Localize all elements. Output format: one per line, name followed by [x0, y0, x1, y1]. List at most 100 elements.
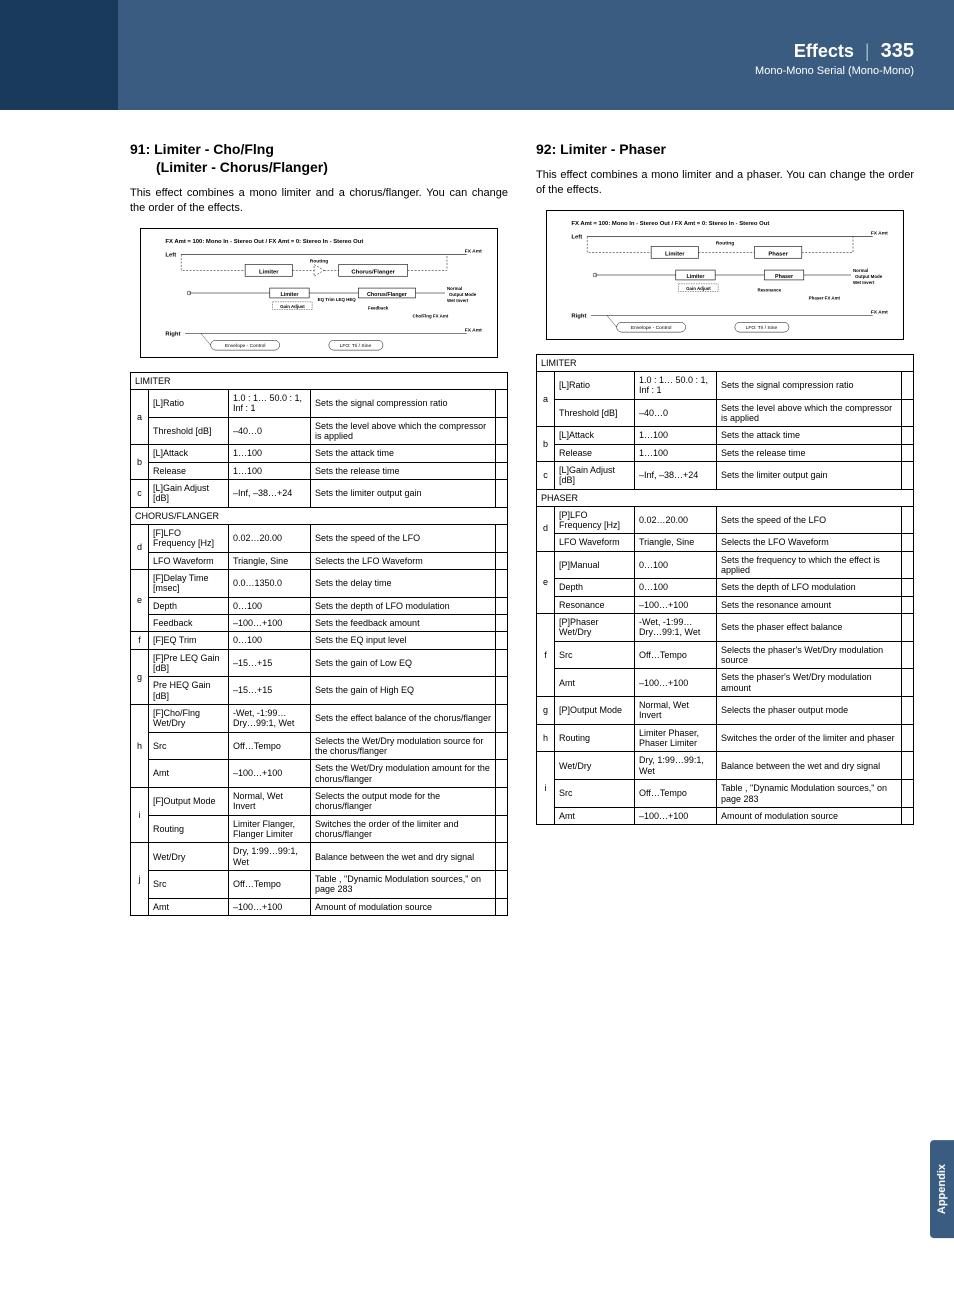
param-name: Amt	[555, 669, 635, 697]
param-name: Src	[149, 732, 229, 760]
param-range: –100…+100	[229, 760, 311, 788]
header-accent	[0, 0, 118, 110]
section-91-heading: 91: Limiter - Cho/Flng (Limiter - Chorus…	[130, 140, 508, 176]
param-name: Depth	[555, 579, 635, 596]
param-range: –100…+100	[229, 614, 311, 631]
heading-title: Limiter - Phaser	[560, 141, 666, 157]
param-extra	[902, 697, 914, 725]
param-desc: Sets the limiter output gain	[311, 480, 496, 508]
param-desc: Switches the order of the limiter and ch…	[311, 815, 496, 843]
param-desc: Sets the speed of the LFO	[311, 524, 496, 552]
param-range: –Inf, –38…+24	[635, 461, 717, 489]
param-desc: Sets the limiter output gain	[717, 461, 902, 489]
param-range: 1…100	[229, 445, 311, 462]
content-columns: 91: Limiter - Cho/Flng (Limiter - Chorus…	[0, 110, 954, 966]
param-desc: Sets the delay time	[311, 569, 496, 597]
param-desc: Sets the resonance amount	[717, 596, 902, 613]
param-name: [P]Manual	[555, 551, 635, 579]
param-range: –100…+100	[635, 807, 717, 824]
row-group-label: d	[537, 506, 555, 551]
param-extra	[902, 461, 914, 489]
param-name: [P]Output Mode	[555, 697, 635, 725]
param-name: Release	[149, 462, 229, 479]
svg-text:FX Amt: FX Amt	[871, 309, 888, 315]
param-desc: Balance between the wet and dry signal	[717, 752, 902, 780]
tables-91: LIMITERa[L]Ratio1.0 : 1… 50.0 : 1, Inf :…	[130, 372, 508, 916]
table-row: h[F]Cho/Flng Wet/Dry-Wet, -1:99…Dry…99:1…	[131, 704, 508, 732]
param-extra	[496, 462, 508, 479]
param-extra	[496, 760, 508, 788]
param-desc: Sets the depth of LFO modulation	[311, 597, 496, 614]
param-name: [F]EQ Trim	[149, 632, 229, 649]
param-desc: Sets the release time	[717, 444, 902, 461]
page-header: Effects | 335 Mono-Mono Serial (Mono-Mon…	[0, 0, 954, 110]
table-row: i[F]Output ModeNormal, Wet InvertSelects…	[131, 788, 508, 816]
param-desc: Sets the EQ input level	[311, 632, 496, 649]
heading-number: 92:	[536, 141, 556, 157]
param-name: Routing	[555, 724, 635, 752]
svg-text:Normal: Normal	[447, 286, 462, 291]
table-row: Feedback–100…+100Sets the feedback amoun…	[131, 614, 508, 631]
row-group-label: h	[131, 704, 149, 787]
table-row: LFO WaveformTriangle, SineSelects the LF…	[131, 552, 508, 569]
param-extra	[496, 732, 508, 760]
param-name: Amt	[149, 760, 229, 788]
table-row: SrcOff…TempoSelects the Wet/Dry modulati…	[131, 732, 508, 760]
param-extra	[902, 780, 914, 808]
header-right: Effects | 335 Mono-Mono Serial (Mono-Mon…	[755, 40, 914, 77]
svg-text:LFO: Tri / Sine: LFO: Tri / Sine	[340, 343, 372, 349]
row-group-label: e	[537, 551, 555, 613]
svg-text:FX Amt = 100: Mono In - Stereo: FX Amt = 100: Mono In - Stereo Out / FX …	[165, 239, 363, 245]
param-range: -Wet, -1:99…Dry…99:1, Wet	[229, 704, 311, 732]
svg-text:FX Amt: FX Amt	[465, 249, 482, 255]
row-group-label: c	[537, 461, 555, 489]
table-row: Amt–100…+100Sets the Wet/Dry modulation …	[131, 760, 508, 788]
diagram-91: FX Amt = 100: Mono In - Stereo Out / FX …	[140, 228, 498, 358]
svg-text:Left: Left	[571, 234, 582, 240]
header-title: Effects	[794, 41, 854, 61]
param-extra	[902, 641, 914, 669]
svg-text:Limiter: Limiter	[259, 269, 279, 275]
table-row: Release1…100Sets the release time	[131, 462, 508, 479]
param-desc: Sets the signal compression ratio	[717, 371, 902, 399]
param-name: [L]Ratio	[555, 371, 635, 399]
section-92-heading: 92: Limiter - Phaser	[536, 140, 914, 158]
param-desc: Selects the output mode for the chorus/f…	[311, 788, 496, 816]
param-range: 0…100	[229, 597, 311, 614]
param-extra	[902, 506, 914, 534]
param-range: –15…+15	[229, 677, 311, 705]
param-range: –15…+15	[229, 649, 311, 677]
param-desc: Sets the phaser's Wet/Dry modulation amo…	[717, 669, 902, 697]
param-name: [L]Attack	[149, 445, 229, 462]
param-extra	[496, 815, 508, 843]
param-desc: Table , "Dynamic Modulation sources," on…	[717, 780, 902, 808]
param-range: –Inf, –38…+24	[229, 480, 311, 508]
table-section-header: PHASER	[537, 489, 914, 506]
param-name: Resonance	[555, 596, 635, 613]
table-row: hRoutingLimiter Phaser, Phaser LimiterSw…	[537, 724, 914, 752]
param-extra	[902, 444, 914, 461]
table-row: d[P]LFO Frequency [Hz]0.02…20.00Sets the…	[537, 506, 914, 534]
table-row: g[P]Output ModeNormal, Wet InvertSelects…	[537, 697, 914, 725]
param-desc: Sets the attack time	[311, 445, 496, 462]
appendix-tab: Appendix	[930, 1140, 954, 1238]
param-range: Triangle, Sine	[229, 552, 311, 569]
svg-text:Gain Adjust: Gain Adjust	[280, 304, 305, 309]
svg-text:Chorus/Flanger: Chorus/Flanger	[351, 269, 395, 275]
param-desc: Sets the release time	[311, 462, 496, 479]
table-row: g[F]Pre LEQ Gain [dB]–15…+15Sets the gai…	[131, 649, 508, 677]
param-name: Threshold [dB]	[555, 399, 635, 427]
param-range: Dry, 1:99…99:1, Wet	[229, 843, 311, 871]
param-name: Release	[555, 444, 635, 461]
param-name: [F]Pre LEQ Gain [dB]	[149, 649, 229, 677]
param-extra	[496, 632, 508, 649]
row-group-label: j	[131, 843, 149, 916]
param-name: [F]Output Mode	[149, 788, 229, 816]
param-name: Depth	[149, 597, 229, 614]
param-name: LFO Waveform	[149, 552, 229, 569]
param-extra	[496, 524, 508, 552]
param-range: Normal, Wet Invert	[635, 697, 717, 725]
row-group-label: b	[537, 427, 555, 462]
page-number: 335	[881, 40, 914, 62]
svg-text:FX Amt: FX Amt	[465, 327, 482, 333]
